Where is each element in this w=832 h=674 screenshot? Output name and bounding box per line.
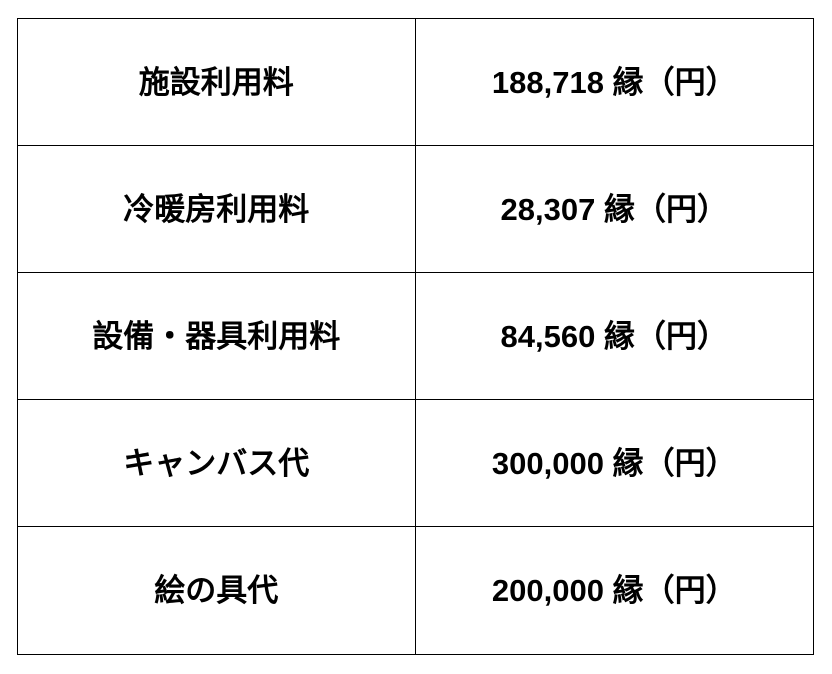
fee-item-label: 設備・器具利用料 [18,273,416,399]
table-row: 設備・器具利用料 84,560 縁（円） [18,273,813,400]
fee-item-label: キャンバス代 [18,400,416,526]
table-row: 施設利用料 188,718 縁（円） [18,19,813,146]
table-row: キャンバス代 300,000 縁（円） [18,400,813,527]
fee-item-label: 施設利用料 [18,19,416,145]
table-row: 冷暖房利用料 28,307 縁（円） [18,146,813,273]
fee-amount-value: 300,000 縁（円） [491,445,737,481]
fee-item-label: 冷暖房利用料 [18,146,416,272]
table-row: 絵の具代 200,000 縁（円） [18,527,813,654]
fee-amount-value: 28,307 縁（円） [500,191,728,227]
fee-amount-value: 200,000 縁（円） [491,573,737,608]
fee-amount-value: 188,718 縁（円） [491,64,737,100]
fee-amount-value: 84,560 縁（円） [500,318,728,354]
fee-table: 施設利用料 188,718 縁（円） 冷暖房利用料 28,307 縁（円） 設備… [17,18,814,655]
fee-item-label: 絵の具代 [18,527,416,654]
